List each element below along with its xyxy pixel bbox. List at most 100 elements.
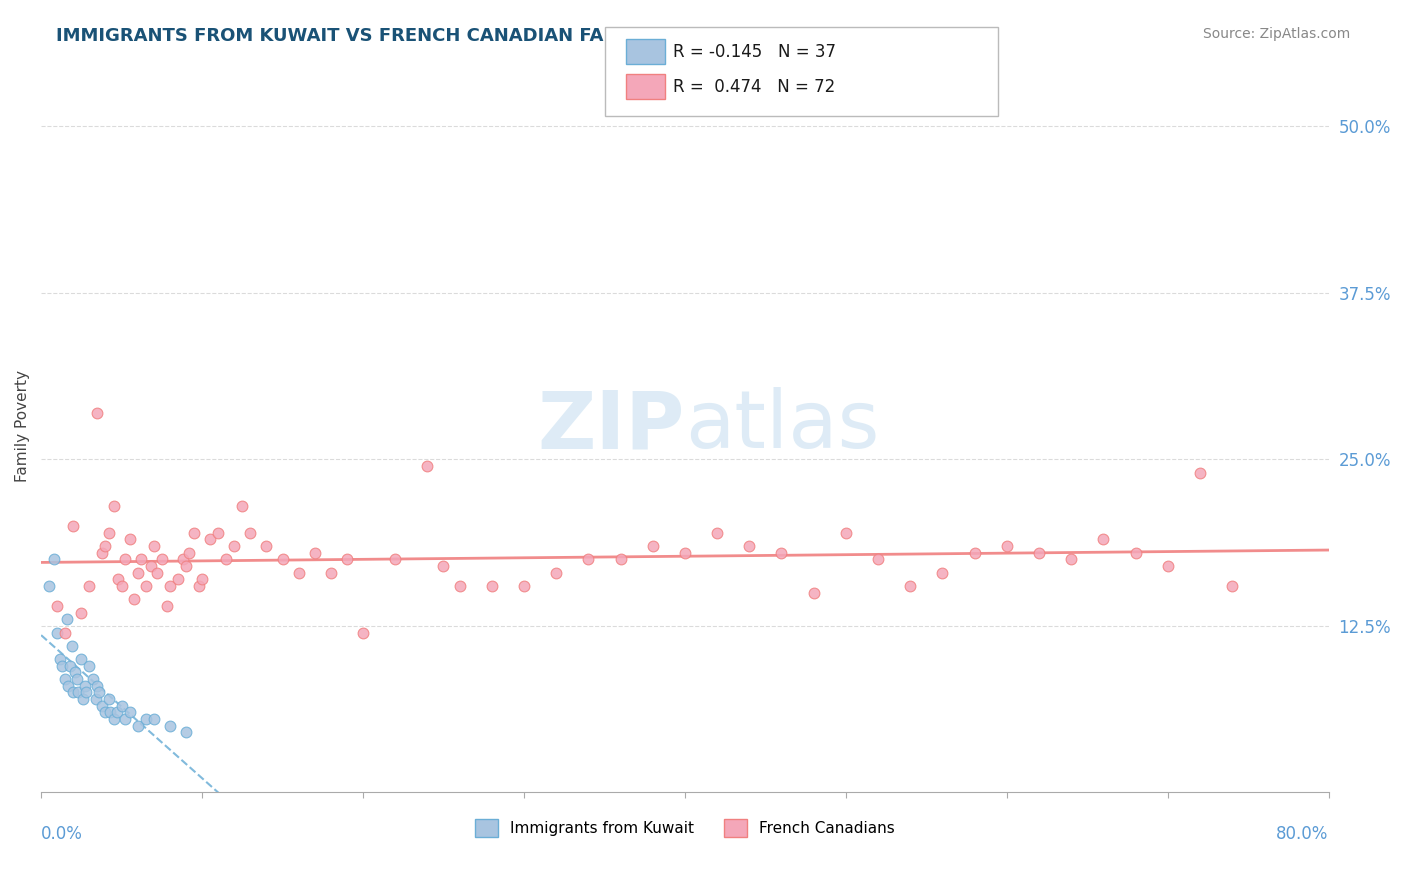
Point — [118, 706, 141, 720]
Point — [73, 679, 96, 693]
Y-axis label: Family Poverty: Family Poverty — [15, 370, 30, 482]
Point — [159, 579, 181, 593]
Point — [84, 692, 107, 706]
Point — [129, 552, 152, 566]
Point — [609, 552, 631, 566]
Point — [432, 558, 454, 573]
Text: Source: ZipAtlas.com: Source: ZipAtlas.com — [1202, 27, 1350, 41]
Point — [135, 579, 157, 593]
Point — [1028, 545, 1050, 559]
Point — [91, 698, 114, 713]
Point — [97, 692, 120, 706]
Point — [995, 539, 1018, 553]
Point — [139, 558, 162, 573]
Point — [352, 625, 374, 640]
Point — [127, 566, 149, 580]
Point — [97, 525, 120, 540]
Point — [42, 552, 65, 566]
Point — [287, 566, 309, 580]
Point — [179, 545, 201, 559]
Text: 0.0%: 0.0% — [41, 825, 83, 844]
Point — [127, 719, 149, 733]
Point — [91, 545, 114, 559]
Point — [706, 525, 728, 540]
Point — [98, 706, 121, 720]
Point — [513, 579, 536, 593]
Point — [304, 545, 326, 559]
Point — [207, 525, 229, 540]
Point — [449, 579, 471, 593]
Point — [150, 552, 173, 566]
Point — [963, 545, 986, 559]
Point — [866, 552, 889, 566]
Point — [576, 552, 599, 566]
Point — [172, 552, 194, 566]
Point — [79, 658, 101, 673]
Point — [103, 712, 125, 726]
Point — [156, 599, 179, 613]
Point — [46, 625, 69, 640]
Point — [271, 552, 294, 566]
Point — [72, 692, 94, 706]
Point — [53, 625, 76, 640]
Point — [142, 539, 165, 553]
Text: IMMIGRANTS FROM KUWAIT VS FRENCH CANADIAN FAMILY POVERTY CORRELATION CHART: IMMIGRANTS FROM KUWAIT VS FRENCH CANADIA… — [56, 27, 970, 45]
Point — [107, 572, 129, 586]
Point — [56, 612, 79, 626]
Point — [770, 545, 793, 559]
Point — [49, 652, 72, 666]
Point — [110, 579, 132, 593]
Point — [70, 606, 93, 620]
Point — [94, 706, 117, 720]
Point — [86, 406, 108, 420]
Point — [70, 652, 93, 666]
Point — [103, 499, 125, 513]
Point — [46, 599, 69, 613]
Point — [254, 539, 277, 553]
Point — [224, 539, 246, 553]
Point — [114, 712, 136, 726]
Text: R =  0.474   N = 72: R = 0.474 N = 72 — [673, 78, 835, 95]
Point — [59, 658, 82, 673]
Point — [336, 552, 359, 566]
Point — [183, 525, 205, 540]
Point — [94, 539, 117, 553]
Legend: Immigrants from Kuwait, French Canadians: Immigrants from Kuwait, French Canadians — [468, 813, 901, 844]
Point — [231, 499, 253, 513]
Point — [481, 579, 503, 593]
Point — [62, 685, 84, 699]
Point — [110, 698, 132, 713]
Point — [546, 566, 568, 580]
Point — [159, 719, 181, 733]
Point — [167, 572, 190, 586]
Point — [58, 679, 80, 693]
Point — [86, 679, 108, 693]
Text: R = -0.145   N = 37: R = -0.145 N = 37 — [673, 43, 837, 61]
Point — [82, 672, 104, 686]
Point — [198, 533, 221, 547]
Point — [187, 579, 209, 593]
Point — [67, 685, 90, 699]
Text: ZIP: ZIP — [537, 387, 685, 465]
Point — [174, 725, 197, 739]
Point — [53, 672, 76, 686]
Point — [1220, 579, 1243, 593]
Point — [63, 665, 86, 680]
Point — [384, 552, 406, 566]
Point — [898, 579, 921, 593]
Point — [1092, 533, 1115, 547]
Point — [803, 585, 825, 599]
Point — [1157, 558, 1180, 573]
Point — [62, 519, 84, 533]
Point — [38, 579, 60, 593]
Point — [79, 579, 101, 593]
Point — [319, 566, 342, 580]
Point — [174, 558, 197, 573]
Point — [239, 525, 262, 540]
Point — [1188, 466, 1211, 480]
Point — [135, 712, 157, 726]
Point — [835, 525, 858, 540]
Text: 80.0%: 80.0% — [1277, 825, 1329, 844]
Point — [191, 572, 214, 586]
Point — [105, 706, 128, 720]
